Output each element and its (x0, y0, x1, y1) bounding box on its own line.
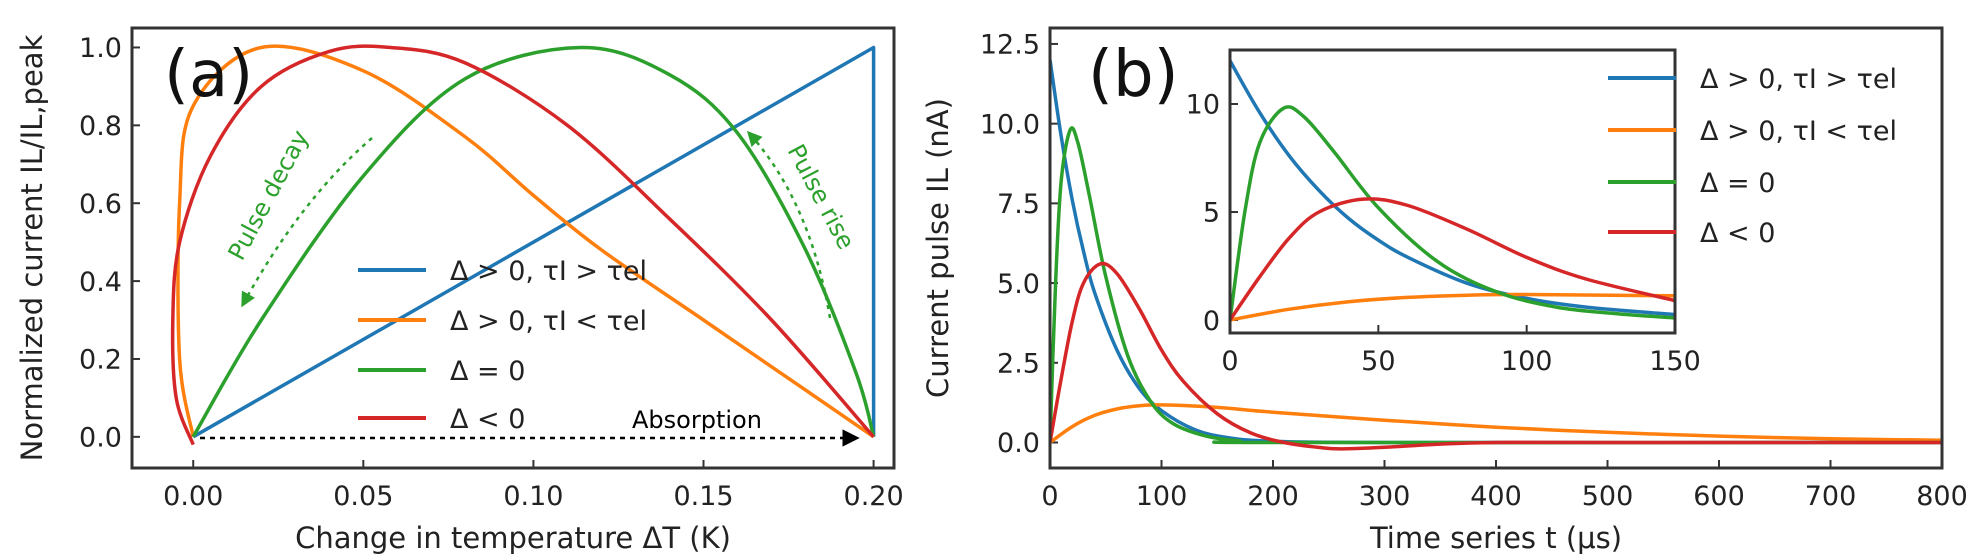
pulse-decay-label: Pulse decay (223, 125, 315, 264)
panel-a-series-orange (176, 44, 875, 439)
panel-b-xlabel: Time series t (μs) (1369, 521, 1622, 555)
panel-b-xtick-label: 0 (1041, 481, 1058, 512)
inset-lines (1230, 59, 1675, 322)
panel-a-frame (130, 26, 896, 470)
panel-b-xtick-label: 700 (1805, 481, 1857, 512)
panel-a-xtick-label: 0.05 (333, 481, 393, 512)
panel-a-ytick-label: 0.4 (79, 267, 122, 298)
panel-b-ytick-label: 12.5 (980, 30, 1040, 61)
pulse-rise-arrow (746, 130, 832, 319)
panel-a-ytick-label: 0.6 (79, 189, 122, 220)
panel-a-ylabel: Normalized current IL/IL,peak (15, 34, 49, 461)
inset-background (1230, 50, 1675, 333)
panel-a-xtick-label: 0.15 (673, 481, 733, 512)
panel-b-ytick-label: 7.5 (997, 189, 1040, 220)
panel-b-ytick-label: 10.0 (980, 109, 1040, 140)
panel-a-series-red (170, 44, 875, 446)
panel-b-lines (1050, 59, 1942, 451)
panel-b-frame (1048, 26, 1944, 470)
panel-b-ytick-label: 2.5 (997, 349, 1040, 380)
inset-series-blue (1230, 59, 1675, 317)
panel-a-series-blue (192, 45, 876, 439)
legend-a-label-blue: Δ > 0, τI > τel (450, 256, 647, 287)
panel-b-ticks: 0 100 200 300 400 500 600 700 8000.02.55.07.510.… (980, 30, 1968, 512)
inset-xtick-label: 150 (1649, 346, 1701, 377)
panel-b-series-green (1050, 126, 1942, 445)
inset-series-red (1230, 197, 1675, 321)
panel-a-ytick-label: 0.0 (79, 423, 122, 454)
panel-a: 0.00 0.05 0.10 0.15 0.20 0.0 0.2 0.4 0.6 0.8 1.0 (… (15, 26, 904, 555)
panel-a-xtick-label: 0.10 (503, 481, 563, 512)
inset-xtick-label: 0 (1221, 346, 1238, 377)
panel-a-ytick-label: 0.2 (79, 345, 122, 376)
panel-b-legend: Δ > 0, τI > τel Δ > 0, τI < τel Δ = 0 Δ … (1608, 64, 1897, 249)
panel-b-ytick-label: 0.0 (997, 428, 1040, 459)
panel-a-ytick-label: 0.8 (79, 111, 122, 142)
panel-b-xtick-label: 600 (1693, 481, 1745, 512)
legend-a-label-red: Δ < 0 (450, 404, 525, 435)
legend-b-label-green: Δ = 0 (1700, 168, 1775, 199)
panel-b-xtick-label: 200 (1247, 481, 1299, 512)
panel-b-xtick-label: 800 (1916, 481, 1968, 512)
panel-b-xtick-label: 500 (1582, 481, 1634, 512)
panel-a-xtick-label: 0.20 (844, 481, 904, 512)
panel-a-label: (a) (164, 38, 253, 112)
inset-series-orange (1230, 292, 1675, 322)
legend-a-label-green: Δ = 0 (450, 356, 525, 387)
panel-a-ticks: 0.00 0.05 0.10 0.15 0.20 0.0 0.2 0.4 0.6 0.8 1.0 (79, 33, 904, 512)
absorption-label: Absorption (632, 406, 762, 434)
inset-series-green (1230, 105, 1675, 321)
panel-a-xlabel: Change in temperature ΔT (K) (295, 521, 731, 555)
panel-b-xtick-label: 100 (1136, 481, 1188, 512)
inset-xtick-label: 100 (1501, 346, 1553, 377)
panel-b-ytick-label: 5.0 (997, 269, 1040, 300)
panel-a-ytick-label: 1.0 (79, 33, 122, 64)
inset-xtick-label: 50 (1361, 346, 1395, 377)
panel-b-xtick-label: 300 (1359, 481, 1411, 512)
panel-a-legend: Δ > 0, τI > τel Δ > 0, τI < τel Δ = 0 Δ … (358, 256, 647, 435)
panel-a-xtick-label: 0.00 (163, 481, 223, 512)
inset-ytick-label: 5 (1203, 198, 1220, 229)
legend-b-label-orange: Δ > 0, τI < τel (1700, 116, 1897, 147)
legend-b-label-blue: Δ > 0, τI > τel (1700, 64, 1897, 95)
panel-b-xtick-label: 400 (1470, 481, 1522, 512)
pulse-decay-arrow (240, 137, 373, 308)
inset-ytick-label: 0 (1203, 306, 1220, 337)
panel-b-series-orange (1050, 403, 1942, 444)
inset-ticks: 0 50 100 150 0 5 10 (1186, 90, 1701, 377)
legend-a-label-orange: Δ > 0, τI < τel (450, 306, 647, 337)
inset-ytick-label: 10 (1186, 90, 1220, 121)
panel-b: 0 100 200 300 400 500 600 700 8000.02.55.07.510.… (921, 26, 1968, 555)
panel-b-label: (b) (1088, 38, 1179, 112)
inset-frame (1228, 48, 1677, 335)
legend-b-label-red: Δ < 0 (1700, 218, 1775, 249)
panel-b-ylabel: Current pulse IL (nA) (921, 98, 955, 398)
panel-b-series-red (1050, 261, 1942, 451)
